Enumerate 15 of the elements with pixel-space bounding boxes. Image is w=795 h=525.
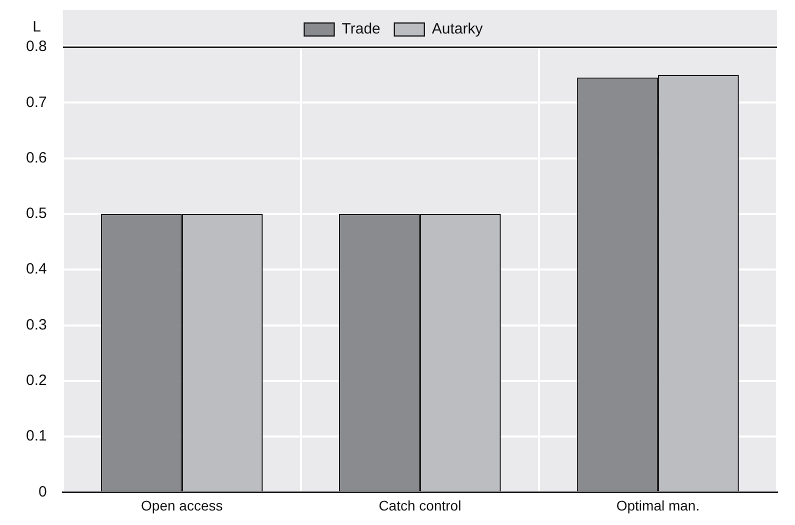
x-tick-label: Open access: [141, 497, 223, 514]
y-tick-label: 0: [38, 483, 47, 500]
x-tick-label: Optimal man.: [616, 497, 700, 514]
x-tick-label: Catch control: [378, 497, 462, 514]
y-tick-label: 0.1: [26, 428, 47, 445]
legend-label: Autarky: [432, 20, 484, 38]
y-tick-label: 0.3: [26, 316, 47, 334]
y-tick-label: 0.6: [26, 149, 47, 166]
y-axis-title: L: [32, 18, 42, 36]
y-tick-label: 0.8: [26, 38, 47, 56]
y-tick-label: 0.5: [26, 205, 47, 222]
y-tick-label: 0.7: [26, 94, 47, 111]
y-tick-label: 0.4: [26, 260, 47, 278]
legend-label: Trade: [342, 20, 380, 38]
y-tick-label: 0.2: [26, 372, 47, 390]
